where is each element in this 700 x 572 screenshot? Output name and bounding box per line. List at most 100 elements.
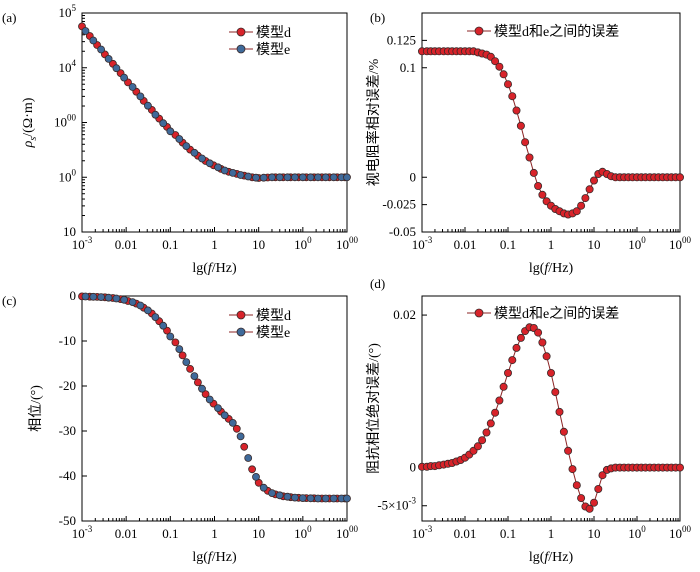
- data-point: [198, 384, 206, 393]
- x-tick-label: 0.1: [500, 526, 516, 541]
- data-point: [491, 408, 500, 417]
- y-tick-label: 0.02: [393, 307, 416, 322]
- data-point: [89, 292, 98, 301]
- x-tick-label: 1000: [336, 524, 359, 541]
- data-point: [568, 465, 577, 474]
- series-d: [417, 47, 685, 219]
- data-point: [151, 110, 160, 119]
- y-tick-label: -20: [59, 378, 76, 393]
- data-point: [104, 55, 113, 63]
- data-point: [186, 364, 195, 373]
- data-point: [214, 404, 222, 413]
- y-tick-label: 0: [410, 460, 417, 475]
- legend-label: 模型d和e之间的误差: [494, 24, 619, 40]
- data-point: [542, 352, 551, 361]
- legend-marker: [236, 310, 246, 320]
- data-point: [236, 171, 245, 179]
- data-point: [166, 127, 175, 136]
- data-point: [120, 73, 128, 82]
- legend-label: 模型e: [256, 325, 290, 341]
- data-point: [259, 173, 268, 182]
- data-point: [268, 489, 276, 498]
- panel-label: (a): [2, 10, 16, 25]
- plot-frame: [421, 12, 681, 233]
- series-d: [78, 292, 349, 503]
- data-point: [495, 62, 504, 71]
- y-tick-label: 0.1: [400, 60, 416, 75]
- chart-panel-d: (d) 10-3 0.01 0.1 1 10 100 1000 0.02 0 -5×10-3 lg(f…: [366, 276, 692, 565]
- legend-marker: [236, 327, 246, 337]
- data-point: [143, 306, 152, 315]
- data-point: [220, 166, 229, 175]
- legend-label: 模型d: [256, 25, 291, 41]
- data-point: [499, 382, 508, 391]
- x-tick-label: 0.1: [162, 237, 178, 252]
- data-point: [314, 494, 322, 503]
- data-point: [555, 407, 564, 416]
- y-tick-label: 104: [59, 58, 77, 75]
- data-point: [590, 498, 599, 507]
- data-point: [232, 424, 241, 433]
- panel-label: (d): [370, 276, 385, 291]
- data-point: [244, 172, 253, 181]
- plot-frame: [81, 12, 348, 233]
- data-point: [190, 148, 199, 157]
- y-tick-label: -0.05: [389, 224, 416, 239]
- data-point: [516, 121, 525, 130]
- data-point: [81, 292, 90, 301]
- x-tick-label: 0.01: [115, 526, 138, 541]
- y-tick-label: -0.025: [382, 197, 416, 212]
- plot-frame: [421, 295, 681, 522]
- series-e: [81, 292, 351, 503]
- data-point: [521, 138, 530, 147]
- data-point: [538, 190, 547, 199]
- data-point: [343, 173, 351, 182]
- data-point: [283, 492, 292, 501]
- data-point: [120, 295, 128, 304]
- data-point: [577, 494, 586, 503]
- data-point: [248, 465, 257, 474]
- data-point: [321, 494, 330, 503]
- x-tick-label: 100: [628, 235, 646, 252]
- data-point: [577, 201, 586, 210]
- data-point: [190, 372, 199, 381]
- y-tick-label: -50: [59, 513, 76, 528]
- x-tick-label: 10-3: [72, 524, 93, 541]
- x-tick-label: 100: [628, 524, 646, 541]
- data-point: [534, 328, 543, 337]
- data-point: [534, 181, 543, 190]
- data-point: [572, 207, 581, 216]
- y-tick-label: 0.125: [387, 32, 416, 47]
- data-point: [486, 419, 495, 428]
- data-point: [275, 491, 284, 500]
- x-tick-label: 10-3: [72, 235, 93, 252]
- data-point: [236, 432, 245, 441]
- data-point: [482, 428, 491, 437]
- chart-panel-c: (c) 10-3 0.01 0.1 1 10 100 1000 0 -10 -20 -30 -40 -50…: [2, 288, 359, 565]
- data-point: [136, 92, 145, 101]
- y-axis-label: 阻抗相位绝对误差/(°): [366, 343, 382, 474]
- data-point: [314, 173, 322, 182]
- x-tick-label: 10: [252, 237, 265, 252]
- data-point: [491, 57, 500, 66]
- data-point: [175, 135, 184, 143]
- chart-panel-b: (b) 10-3 0.01 0.1 1 10 100 1000 0.125 0.1 0 -0.025 -…: [365, 10, 692, 276]
- data-point: [306, 494, 315, 503]
- x-tick-label: 0.01: [454, 526, 477, 541]
- data-point: [166, 332, 175, 341]
- x-tick-label: 0.1: [500, 237, 516, 252]
- x-tick-label: 1: [211, 237, 218, 252]
- data-point: [329, 173, 338, 182]
- data-point: [112, 64, 121, 73]
- y-tick-label: -30: [59, 423, 76, 438]
- panel-label: (b): [370, 10, 385, 25]
- data-point: [538, 338, 547, 347]
- data-point: [547, 368, 556, 377]
- legend-marker: [236, 44, 246, 54]
- data-point: [598, 471, 607, 480]
- data-point: [205, 159, 214, 168]
- data-point: [551, 388, 560, 397]
- data-point: [503, 368, 512, 377]
